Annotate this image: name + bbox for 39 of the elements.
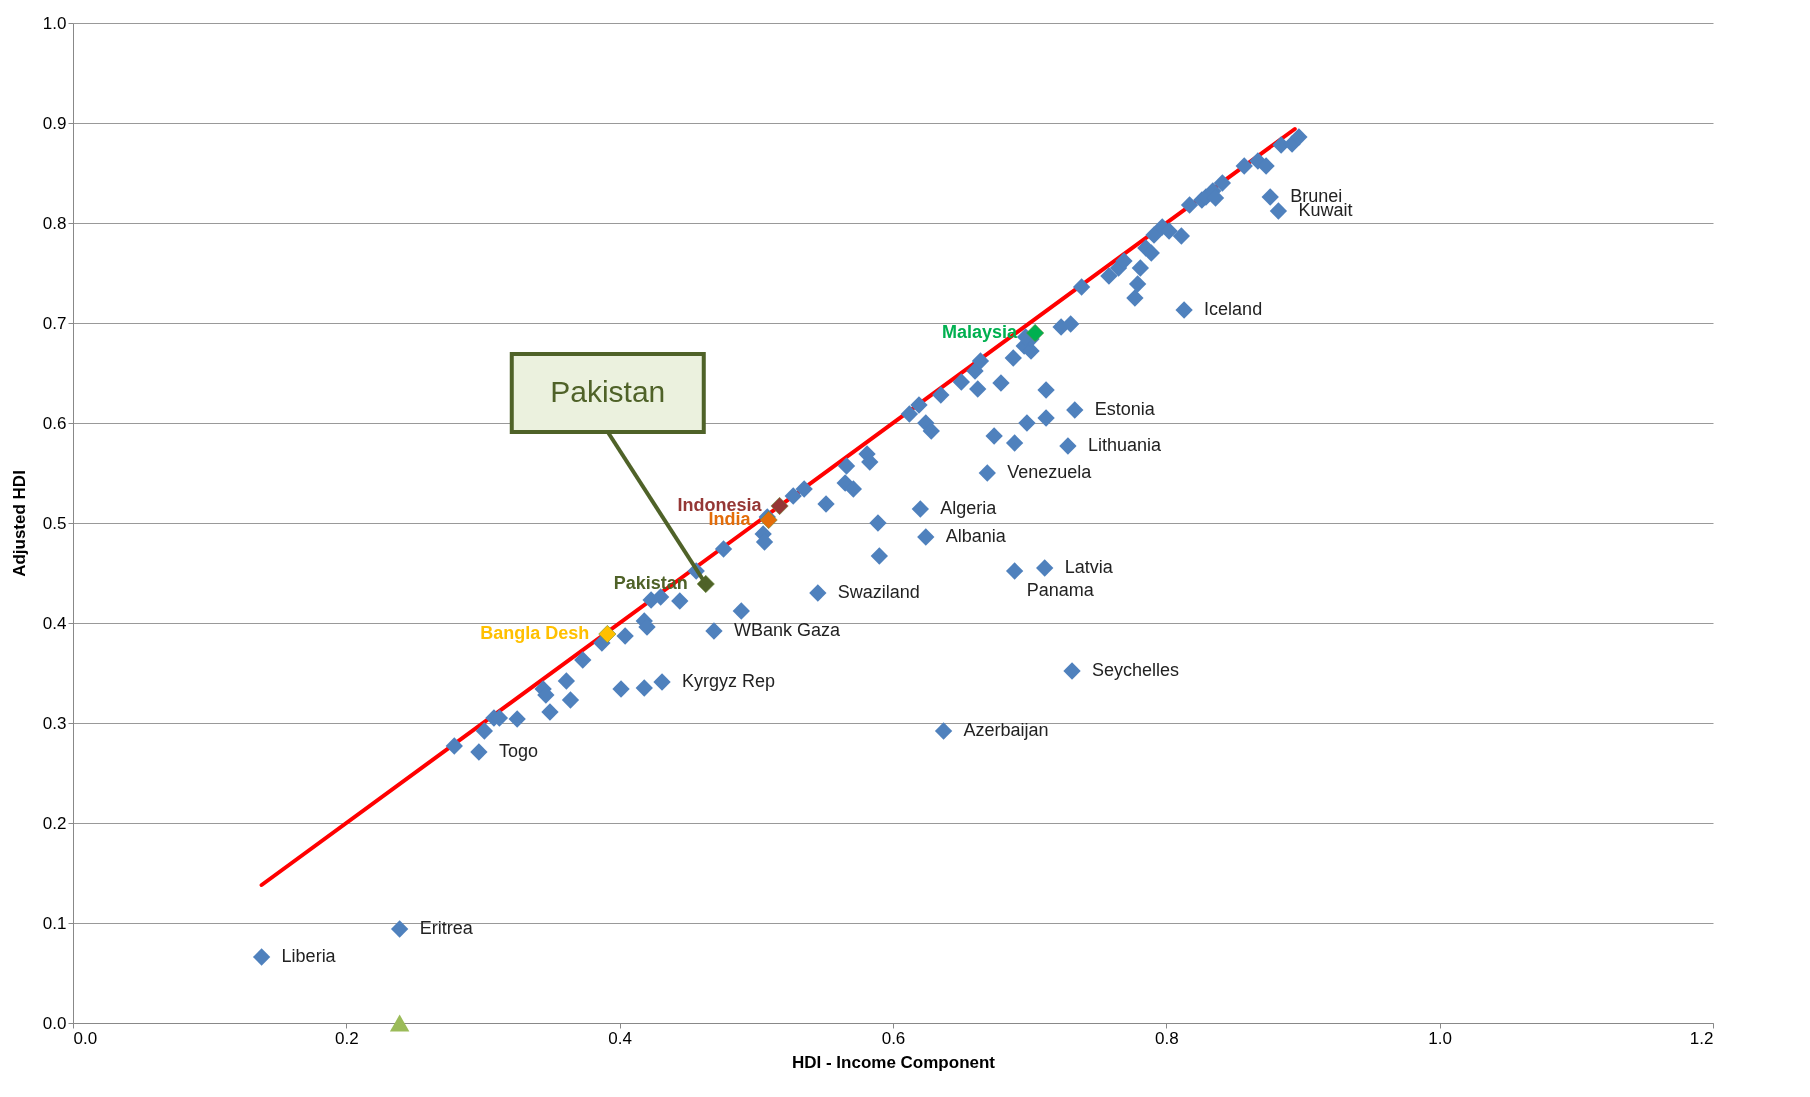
annotation: Albania <box>945 526 1007 546</box>
y-tick-label: 0.0 <box>42 1013 67 1033</box>
x-tick-label: 0.0 <box>73 1028 98 1048</box>
annotation: WBank Gaza <box>733 620 841 640</box>
annotation: Azerbaijan <box>963 720 1049 740</box>
y-tick-label: 0.6 <box>42 413 67 433</box>
y-tick-label: 0.8 <box>42 213 67 233</box>
annotation: Kyrgyz Rep <box>682 671 776 691</box>
annotation: Seychelles <box>1092 660 1180 680</box>
annotation: Togo <box>498 741 538 761</box>
annotation: Latvia <box>1064 557 1114 577</box>
series-label: Malaysia <box>942 322 1019 342</box>
annotation: Estonia <box>1094 399 1156 419</box>
y-tick-label: 0.2 <box>42 813 67 833</box>
annotation: Algeria <box>940 498 998 518</box>
x-tick-label: 1.2 <box>1689 1028 1714 1048</box>
y-tick-label: 0.1 <box>42 913 67 933</box>
x-tick-label: 0.4 <box>608 1028 632 1048</box>
y-tick-label: 0.7 <box>42 313 67 333</box>
annotation: Lithuania <box>1087 435 1162 455</box>
series-label: Bangla Desh <box>480 623 590 643</box>
x-axis-title: HDI - Income Component <box>791 1052 996 1072</box>
y-tick-label: 1.0 <box>42 13 67 33</box>
annotation: Panama <box>1026 580 1095 600</box>
x-tick-label: 0.6 <box>881 1028 906 1048</box>
annotation: Eritrea <box>419 918 474 938</box>
x-tick-label: 1.0 <box>1428 1028 1452 1048</box>
annotation: Swaziland <box>837 582 920 602</box>
y-axis-title: Adjusted HDI <box>9 470 29 577</box>
y-tick-label: 0.9 <box>42 113 67 133</box>
annotation: Pakistan <box>550 375 666 408</box>
annotation: Liberia <box>281 946 337 966</box>
y-tick-label: 0.4 <box>42 613 67 633</box>
annotation: Iceland <box>1204 299 1263 319</box>
x-tick-label: 0.2 <box>335 1028 359 1048</box>
y-tick-label: 0.3 <box>42 713 67 733</box>
x-tick-label: 0.8 <box>1155 1028 1179 1048</box>
y-tick-label: 0.5 <box>42 513 67 533</box>
annotation: Venezuela <box>1007 462 1093 482</box>
